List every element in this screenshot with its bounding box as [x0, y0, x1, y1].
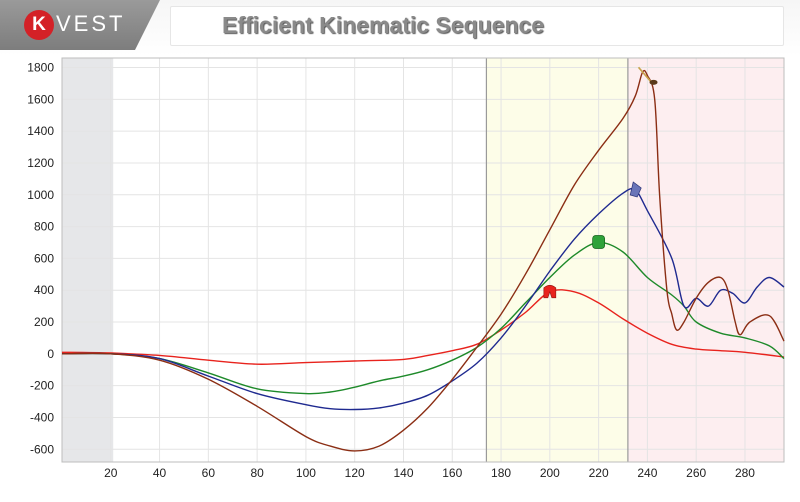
arm-icon [629, 181, 642, 198]
y-tick-label: 1400 [27, 124, 54, 138]
y-tick-label: 1200 [27, 156, 54, 170]
chart-title: Efficient Kinematic Sequence [222, 12, 545, 38]
y-tick-label: 0 [47, 347, 54, 361]
title-box [170, 6, 784, 46]
x-tick-label: 60 [202, 466, 216, 480]
y-tick-label: -600 [30, 442, 54, 456]
y-tick-label: 1600 [27, 92, 54, 106]
x-tick-label: 20 [104, 466, 118, 480]
x-tick-label: 280 [735, 466, 755, 480]
series-line-2 [61, 187, 785, 411]
series-line-3 [61, 69, 785, 452]
series-line-0 [61, 289, 785, 365]
y-tick-label: 600 [34, 251, 54, 265]
pelvis-icon [543, 285, 557, 299]
torso-icon [592, 235, 605, 249]
x-tick-label: 100 [296, 466, 316, 480]
kvest-logo-mark: K [24, 10, 54, 40]
y-tick-label: -400 [30, 410, 54, 424]
y-tick-label: 1000 [27, 188, 54, 202]
y-tick-label: 800 [34, 220, 54, 234]
x-tick-label: 220 [589, 466, 609, 480]
y-tick-label: -200 [30, 379, 54, 393]
y-tick-label: 1800 [27, 61, 54, 75]
phase-region-1 [486, 58, 628, 462]
club-icon [649, 79, 658, 85]
header-bar: K VEST Efficient Kinematic Sequence [0, 0, 800, 56]
club-shaft [637, 66, 652, 82]
x-tick-label: 140 [393, 466, 413, 480]
x-tick-label: 160 [442, 466, 462, 480]
x-tick-label: 240 [637, 466, 657, 480]
x-tick-label: 80 [250, 466, 264, 480]
phase-region-0 [62, 58, 114, 462]
x-tick-label: 40 [153, 466, 167, 480]
series-line-1 [61, 241, 785, 395]
y-tick-label: 200 [34, 315, 54, 329]
y-tick-label: 400 [34, 283, 54, 297]
x-tick-label: 180 [491, 466, 511, 480]
kvest-logo-text: VEST [56, 11, 126, 36]
x-tick-label: 120 [345, 466, 365, 480]
x-tick-label: 260 [686, 466, 706, 480]
phase-region-2 [627, 58, 784, 462]
plot-frame [61, 57, 785, 463]
x-tick-label: 200 [540, 466, 560, 480]
